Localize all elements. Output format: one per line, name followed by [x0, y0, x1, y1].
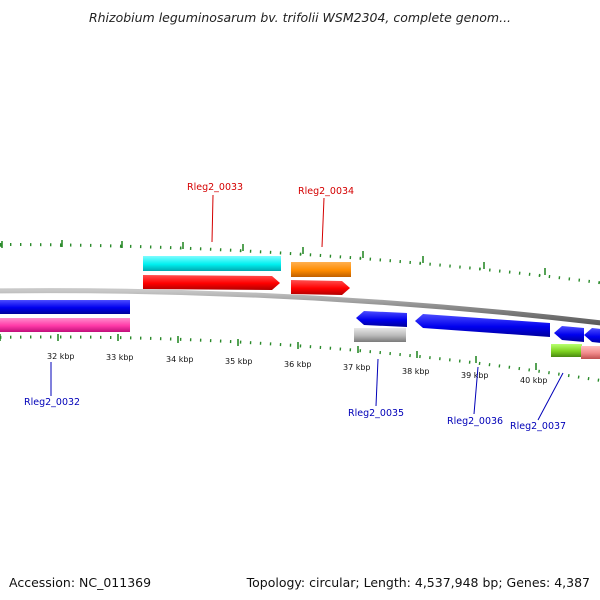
- cds-arrow-red-0033[interactable]: [143, 275, 280, 290]
- scale-label: 36 kbp: [284, 360, 312, 369]
- cds-arrow-red-0034[interactable]: [291, 280, 350, 295]
- gene-label-rleg2-0032[interactable]: Rleg2_0032: [24, 397, 80, 408]
- gene-label-rleg2-0037[interactable]: Rleg2_0037: [510, 421, 566, 432]
- gene-feature-blue-0032[interactable]: [0, 300, 130, 314]
- inner-tick-ring: [0, 334, 600, 382]
- label-leader-0033: [211, 194, 214, 243]
- gene-feature-green-0037[interactable]: [551, 344, 582, 357]
- genome-title: Rhizobium leguminosarum bv. trifolii WSM…: [88, 10, 512, 25]
- scale-label: 34 kbp: [166, 355, 194, 364]
- cds-arrow-blue-next[interactable]: [584, 328, 600, 344]
- outer-tick-ring: [0, 240, 600, 285]
- accession-text: Accession: NC_011369: [9, 575, 152, 590]
- cds-arrow-blue-0035[interactable]: [356, 311, 407, 327]
- gene-feature-cyan[interactable]: [143, 256, 281, 271]
- scale-label: 38 kbp: [402, 367, 430, 376]
- outer-major-ticks: [1, 240, 546, 275]
- scale-label: 39 kbp: [461, 371, 489, 380]
- scale-label: 35 kbp: [225, 357, 253, 366]
- inner-major-ticks: [0, 334, 537, 370]
- inner-ticks-dotted: [0, 335, 600, 382]
- gene-label-rleg2-0034[interactable]: Rleg2_0034: [298, 186, 354, 197]
- cds-arrow-blue-0036[interactable]: [415, 314, 550, 337]
- forward-gene-labels[interactable]: Rleg2_0033 Rleg2_0034: [187, 182, 354, 248]
- label-leader-0034: [321, 197, 325, 248]
- reverse-gene-labels[interactable]: Rleg2_0032 Rleg2_0035 Rleg2_0036 Rleg2_0…: [24, 358, 566, 432]
- genome-summary-text: Topology: circular; Length: 4,537,948 bp…: [246, 575, 590, 590]
- label-leader-0037: [537, 372, 564, 421]
- scale-labels: 32 kbp 33 kbp 34 kbp 35 kbp 36 kbp 37 kb…: [47, 352, 548, 385]
- cds-arrow-blue-0037[interactable]: [554, 326, 584, 342]
- genome-backbone: [0, 288, 600, 326]
- scale-label: 40 kbp: [520, 376, 548, 385]
- gene-feature-orange[interactable]: [291, 262, 351, 277]
- scale-label: 33 kbp: [106, 353, 134, 362]
- label-leader-0035: [375, 358, 379, 407]
- forward-strand-features[interactable]: [143, 256, 351, 295]
- gene-feature-magenta-0032[interactable]: [0, 318, 130, 332]
- gene-feature-pink-next[interactable]: [581, 346, 600, 359]
- reverse-strand-features[interactable]: [0, 300, 600, 359]
- gene-label-rleg2-0033[interactable]: Rleg2_0033: [187, 182, 243, 193]
- gene-feature-gray-0035[interactable]: [354, 328, 406, 342]
- label-leader-0036: [473, 366, 479, 415]
- gene-label-rleg2-0035[interactable]: Rleg2_0035: [348, 408, 404, 419]
- scale-label: 32 kbp: [47, 352, 75, 361]
- scale-label: 37 kbp: [343, 363, 371, 372]
- gene-label-rleg2-0036[interactable]: Rleg2_0036: [447, 416, 503, 427]
